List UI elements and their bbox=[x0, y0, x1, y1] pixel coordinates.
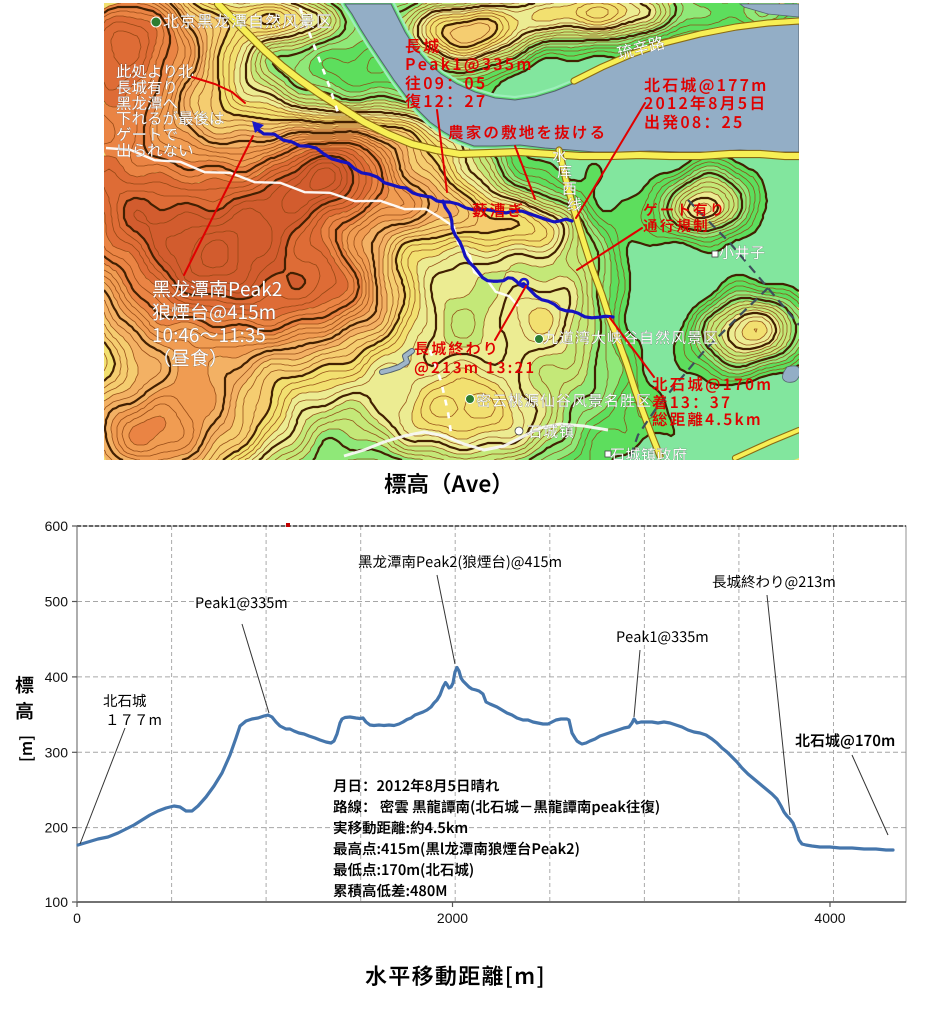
svg-text:藪漕ぎ: 藪漕ぎ bbox=[472, 199, 525, 221]
svg-text:九道湾大峡谷自然风景区: 九道湾大峡谷自然风景区 bbox=[543, 327, 719, 348]
svg-text:実移動距離:約4.5km: 実移動距離:約4.5km bbox=[333, 817, 468, 838]
svg-text:200: 200 bbox=[45, 820, 69, 836]
svg-text:標高（Ave）: 標高（Ave） bbox=[384, 467, 514, 499]
svg-text:狼煙台@415m: 狼煙台@415m bbox=[152, 298, 276, 325]
svg-text:500: 500 bbox=[45, 594, 69, 610]
svg-text:300: 300 bbox=[45, 744, 69, 760]
svg-text:400: 400 bbox=[45, 669, 69, 685]
svg-text:黑龙潭南Peak2: 黑龙潭南Peak2 bbox=[152, 275, 282, 302]
svg-text:@213m 13:21: @213m 13:21 bbox=[414, 357, 536, 378]
svg-text:Peak1@335m: Peak1@335m bbox=[616, 626, 709, 647]
svg-text:水平移動距離[m]: 水平移動距離[m] bbox=[365, 959, 546, 991]
svg-text:此処より北: 此処より北 bbox=[116, 60, 194, 82]
svg-text:Peak1@335m: Peak1@335m bbox=[405, 51, 534, 75]
svg-text:長城終わり: 長城終わり bbox=[414, 338, 500, 359]
svg-text:石城镇: 石城镇 bbox=[527, 421, 575, 442]
svg-text:標: 標 bbox=[15, 671, 34, 698]
svg-text:総距離4.5km: 総距離4.5km bbox=[652, 408, 763, 430]
svg-text:石城镇政府: 石城镇政府 bbox=[610, 444, 688, 460]
svg-text:出発08：25: 出発08：25 bbox=[644, 109, 745, 133]
svg-text:[m]: [m] bbox=[13, 735, 37, 762]
svg-text:累積高低差:480M: 累積高低差:480M bbox=[333, 880, 447, 901]
svg-text:黑龙潭南Peak2(狼煙台)@415m: 黑龙潭南Peak2(狼煙台)@415m bbox=[358, 551, 562, 572]
svg-text:着13：37: 着13：37 bbox=[652, 391, 732, 413]
svg-text:月日：2012年8月5日晴れ: 月日：2012年8月5日晴れ bbox=[333, 775, 500, 796]
svg-text:１７７m: １７７m bbox=[105, 709, 162, 730]
svg-text:長城: 長城 bbox=[405, 33, 441, 57]
svg-text:ゲートで: ゲートで bbox=[116, 123, 178, 145]
svg-text:往09：05: 往09：05 bbox=[405, 70, 487, 94]
svg-text:出られない: 出られない bbox=[116, 139, 194, 161]
svg-text:2012年8月5日: 2012年8月5日 bbox=[644, 90, 767, 114]
svg-text:北石城@170m: 北石城@170m bbox=[652, 373, 773, 395]
svg-text:最高点:415m(黒l龙潭南狼煙台Peak2): 最高点:415m(黒l龙潭南狼煙台Peak2) bbox=[333, 838, 580, 859]
svg-text:下れるが最後は: 下れるが最後は bbox=[116, 107, 225, 129]
svg-text:北石城@177m: 北石城@177m bbox=[644, 72, 769, 96]
svg-text:库: 库 bbox=[557, 161, 572, 182]
svg-text:线: 线 bbox=[567, 194, 582, 215]
svg-text:10:46～11:35: 10:46～11:35 bbox=[152, 321, 266, 348]
svg-text:路線： 密雲 黒龍譚南(北石城－黒龍譚南peak往復): 路線： 密雲 黒龍譚南(北石城－黒龍譚南peak往復) bbox=[333, 796, 660, 817]
svg-text:Peak1@335m: Peak1@335m bbox=[195, 592, 288, 613]
svg-text:（昼食）: （昼食） bbox=[152, 344, 228, 371]
svg-text:密云桃源仙谷风景名胜区: 密云桃源仙谷风景名胜区 bbox=[476, 390, 652, 411]
svg-text:北石城@170m: 北石城@170m bbox=[795, 730, 895, 751]
svg-text:0: 0 bbox=[73, 910, 81, 926]
svg-text:2000: 2000 bbox=[437, 910, 468, 926]
svg-text:通行規制: 通行規制 bbox=[643, 215, 710, 236]
svg-text:100: 100 bbox=[45, 894, 69, 910]
svg-text:最低点:170m(北石城): 最低点:170m(北石城) bbox=[333, 859, 474, 880]
svg-text:長城終わり@213m: 長城終わり@213m bbox=[712, 571, 836, 592]
svg-text:復12：27: 復12：27 bbox=[405, 88, 487, 112]
svg-text:ゲート有り: ゲート有り bbox=[643, 199, 727, 220]
svg-text:小井子: 小井子 bbox=[719, 242, 766, 263]
svg-text:北石城: 北石城 bbox=[103, 690, 147, 711]
svg-text:北京黑龙潭自然风景区: 北京黑龙潭自然风景区 bbox=[163, 8, 333, 32]
svg-text:高: 高 bbox=[15, 697, 34, 724]
svg-text:西: 西 bbox=[562, 178, 577, 199]
svg-text:長城有り: 長城有り bbox=[116, 76, 178, 98]
svg-text:農家の敷地を抜ける: 農家の敷地を抜ける bbox=[448, 121, 607, 143]
svg-text:600: 600 bbox=[45, 518, 69, 534]
svg-text:黑龙潭へ: 黑龙潭へ bbox=[116, 92, 178, 114]
svg-text:水: 水 bbox=[552, 145, 567, 166]
svg-text:4000: 4000 bbox=[814, 910, 845, 926]
